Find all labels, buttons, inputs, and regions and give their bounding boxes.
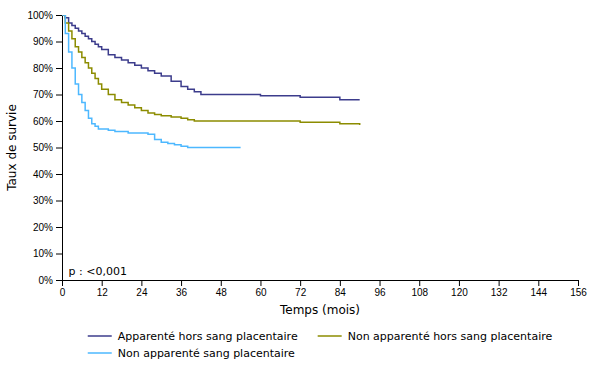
x-tick: 132 [491, 280, 508, 298]
x-tick-mark [538, 280, 539, 286]
x-tick: 144 [530, 280, 547, 298]
x-tick-label: 156 [570, 287, 587, 298]
x-tick-label: 60 [255, 287, 267, 298]
x-tick-label: 72 [295, 287, 307, 298]
y-tick: 90% [33, 36, 62, 47]
x-axis: 0 12 24 36 48 60 72 84 96 108 120 132 144 156 [60, 280, 588, 298]
y-tick-label: 10% [33, 248, 53, 259]
survival-curve [62, 15, 360, 125]
annotation: p : <0,001 [69, 265, 127, 278]
y-tick-label: 80% [33, 63, 53, 74]
y-tick-label: 30% [33, 195, 53, 206]
x-tick-mark [380, 280, 381, 286]
chart: 0 12 24 36 48 60 72 84 96 108 120 132 144 156 0% 10% 20%… [0, 0, 600, 375]
x-tick-label: 12 [97, 287, 109, 298]
y-tick-label: 0% [39, 275, 54, 286]
x-tick-mark [499, 280, 500, 286]
x-tick-mark [419, 280, 420, 286]
y-tick-mark [56, 280, 62, 281]
x-tick: 12 [97, 280, 109, 298]
x-tick: 36 [176, 280, 188, 298]
legend-swatch [318, 335, 342, 337]
y-tick-mark [56, 121, 62, 122]
x-tick: 108 [411, 280, 428, 298]
x-tick-mark [340, 280, 341, 286]
survival-curve [62, 15, 241, 148]
x-tick-mark [260, 280, 261, 286]
y-tick-mark [56, 227, 62, 228]
y-tick-mark [56, 174, 62, 175]
x-tick: 72 [295, 280, 307, 298]
x-tick-mark [141, 280, 142, 286]
y-tick-mark [56, 201, 62, 202]
y-tick-mark [56, 42, 62, 43]
x-tick-label: 0 [60, 287, 66, 298]
y-tick: 70% [33, 89, 62, 100]
x-tick: 24 [136, 280, 148, 298]
y-tick-label: 70% [33, 89, 53, 100]
y-axis-line [56, 16, 63, 281]
legend-swatch [88, 352, 112, 354]
x-tick-label: 24 [136, 287, 148, 298]
x-tick: 0 [60, 280, 66, 298]
x-axis-line [63, 281, 579, 287]
y-tick: 20% [33, 222, 62, 233]
x-tick: 48 [216, 280, 228, 298]
plot: 0 12 24 36 48 60 72 84 96 108 120 132 144 156 0% 10% 20%… [5, 10, 587, 317]
x-tick-mark [181, 280, 182, 286]
legend-item: Non apparenté hors sang placentaire [318, 330, 553, 343]
y-tick: 40% [33, 169, 62, 180]
x-tick-label: 120 [451, 287, 468, 298]
y-tick: 60% [33, 116, 62, 127]
y-tick-label: 20% [33, 222, 53, 233]
x-tick-mark [221, 280, 222, 286]
x-tick: 120 [451, 280, 468, 298]
survival-curve [62, 15, 360, 100]
y-axis: 0% 10% 20% 30% 40% 50% 60% 70% 80% 90% 100% [27, 10, 62, 286]
x-tick-mark [102, 280, 103, 286]
legend-item: Apparenté hors sang placentaire [88, 330, 298, 343]
y-tick-mark [56, 95, 62, 96]
x-tick-label: 144 [530, 287, 547, 298]
x-tick-mark [578, 280, 579, 286]
x-tick-label: 132 [491, 287, 508, 298]
y-tick-label: 90% [33, 36, 53, 47]
y-tick-mark [56, 254, 62, 255]
y-tick-label: 50% [33, 142, 53, 153]
x-tick-mark [459, 280, 460, 286]
y-tick-mark [56, 15, 62, 16]
y-tick-mark [56, 148, 62, 149]
x-tick: 96 [374, 280, 386, 298]
legend-swatch [88, 335, 112, 337]
y-tick-label: 100% [27, 10, 53, 21]
x-tick-label: 36 [176, 287, 188, 298]
x-tick-label: 48 [216, 287, 228, 298]
x-tick-label: 108 [411, 287, 428, 298]
legend-label: Non apparenté sang placentaire [118, 347, 295, 360]
y-tick: 30% [33, 195, 62, 206]
x-tick: 156 [570, 280, 587, 298]
legend: Apparenté hors sang placentaire Non appar… [88, 330, 553, 360]
y-tick: 10% [33, 248, 62, 259]
legend-item: Non apparenté sang placentaire [88, 347, 295, 360]
series-lines [62, 15, 360, 148]
x-tick-label: 96 [374, 287, 386, 298]
y-axis-title: Taux de survie [5, 104, 19, 192]
x-tick-label: 84 [335, 287, 347, 298]
x-tick: 60 [255, 280, 267, 298]
legend-label: Apparenté hors sang placentaire [118, 330, 298, 343]
y-tick: 0% [39, 275, 62, 286]
y-tick-mark [56, 68, 62, 69]
y-tick: 100% [27, 10, 62, 21]
y-tick: 80% [33, 63, 62, 74]
legend-label: Non apparenté hors sang placentaire [348, 330, 553, 343]
y-tick: 50% [33, 142, 62, 153]
x-tick-mark [300, 280, 301, 286]
x-axis-title: Temps (mois) [279, 303, 360, 317]
x-tick: 84 [335, 280, 347, 298]
y-tick-label: 60% [33, 116, 53, 127]
y-tick-label: 40% [33, 169, 53, 180]
